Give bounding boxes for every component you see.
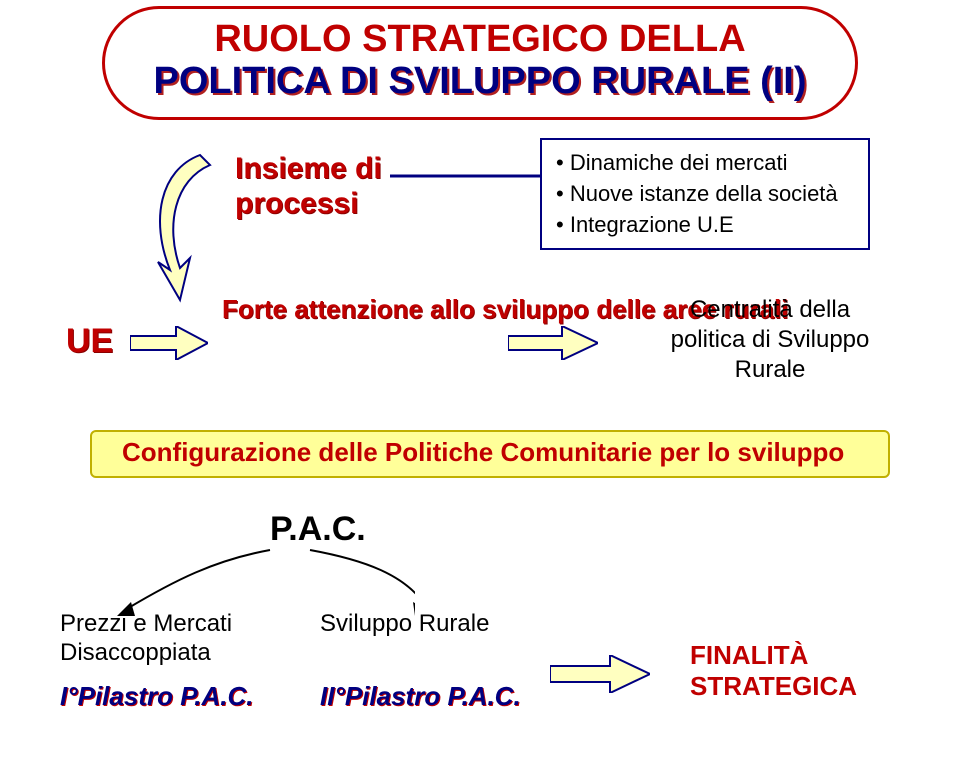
- insieme-label: Insieme di Insieme di processi processi: [235, 152, 382, 221]
- title-pill: RUOLO STRATEGICO DELLA POLITICA DI SVILU…: [102, 6, 857, 120]
- title-container: RUOLO STRATEGICO DELLA POLITICA DI SVILU…: [45, 6, 915, 120]
- pilastro1-label: I°PilastroI°Pilastro P.A.C.P.A.C.: [60, 682, 253, 711]
- arrow-icon: [508, 326, 598, 360]
- sviluppo-label: Sviluppo Rurale: [320, 610, 489, 638]
- curve-arrow-icon: [140, 150, 230, 310]
- title-line2-wrap: POLITICA DI SVILUPPO RURALE (II) POLITIC…: [153, 61, 806, 103]
- dynamics-box: • Dinamiche dei mercati • Nuove istanze …: [540, 138, 870, 250]
- ue-label: UE UE: [66, 322, 113, 361]
- title-line1: RUOLO STRATEGICO DELLA: [153, 19, 806, 61]
- prezzi-label: Prezzi e Mercati Disaccoppiata: [60, 610, 232, 668]
- pilastro2-label: II°PilastroII°Pilastro P.A.C.P.A.C.: [320, 682, 521, 711]
- arrow-icon: [550, 655, 650, 693]
- bullet-2: • Nuove istanze della società: [556, 179, 854, 210]
- centralita-label: Centralità della politica di Sviluppo Ru…: [640, 295, 900, 385]
- title-line2: POLITICA DI SVILUPPO RURALE (II): [153, 60, 806, 102]
- band-text: Configurazione delle Politiche Comunitar…: [122, 437, 844, 468]
- arrow-icon: [130, 326, 208, 360]
- connector-line-icon: [390, 172, 540, 180]
- finalita-label: FINALITÀ STRATEGICA: [690, 640, 857, 702]
- bullet-3: • Integrazione U.E: [556, 210, 854, 241]
- bullet-1: • Dinamiche dei mercati: [556, 148, 854, 179]
- curve-connector-icon: [95, 520, 415, 620]
